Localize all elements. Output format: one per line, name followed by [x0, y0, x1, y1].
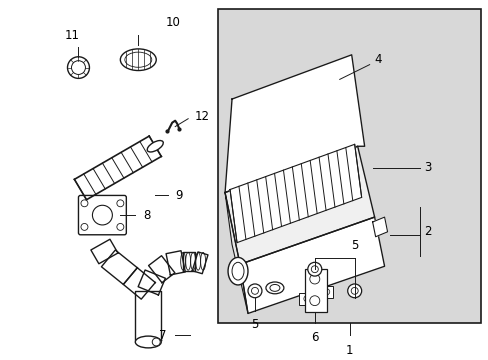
Circle shape: [152, 338, 160, 346]
Ellipse shape: [265, 282, 284, 294]
Text: 12: 12: [195, 110, 210, 123]
Circle shape: [67, 57, 89, 78]
Polygon shape: [138, 270, 165, 295]
Polygon shape: [91, 239, 118, 264]
Ellipse shape: [269, 284, 279, 291]
Ellipse shape: [232, 262, 244, 280]
Polygon shape: [224, 193, 247, 314]
Polygon shape: [372, 217, 387, 237]
Circle shape: [81, 200, 88, 207]
Ellipse shape: [227, 257, 247, 285]
Text: 6: 6: [310, 331, 318, 344]
Ellipse shape: [120, 49, 156, 71]
Polygon shape: [183, 252, 195, 271]
Circle shape: [309, 296, 319, 306]
Circle shape: [71, 61, 85, 75]
Circle shape: [81, 224, 88, 230]
Circle shape: [350, 287, 357, 294]
Text: 2: 2: [424, 225, 431, 238]
Text: 10: 10: [165, 16, 180, 29]
Bar: [318, 286, 332, 298]
Polygon shape: [229, 144, 361, 243]
Text: 9: 9: [175, 189, 183, 202]
Circle shape: [307, 262, 321, 276]
Text: 5: 5: [251, 318, 258, 332]
Polygon shape: [135, 291, 161, 340]
Circle shape: [117, 200, 123, 207]
Ellipse shape: [135, 336, 161, 348]
Text: 7: 7: [159, 329, 166, 342]
Circle shape: [347, 284, 361, 298]
Text: 3: 3: [424, 161, 431, 174]
Text: 5: 5: [350, 239, 358, 252]
Polygon shape: [224, 146, 374, 264]
Polygon shape: [166, 251, 185, 275]
Circle shape: [303, 296, 309, 302]
Circle shape: [323, 289, 329, 295]
Text: 4: 4: [374, 53, 381, 66]
Polygon shape: [74, 136, 161, 200]
Circle shape: [92, 205, 112, 225]
Circle shape: [311, 266, 318, 273]
Polygon shape: [240, 217, 384, 314]
Circle shape: [251, 287, 258, 294]
Text: 11: 11: [64, 28, 80, 42]
Circle shape: [309, 274, 319, 284]
Bar: [304, 269, 326, 312]
Polygon shape: [148, 256, 175, 283]
Ellipse shape: [124, 52, 151, 67]
Polygon shape: [224, 55, 364, 193]
Circle shape: [247, 284, 262, 298]
Bar: [218, 9, 480, 323]
Text: 1: 1: [345, 344, 353, 357]
Circle shape: [117, 224, 123, 230]
Polygon shape: [123, 268, 155, 299]
Bar: [298, 293, 312, 305]
FancyBboxPatch shape: [78, 195, 126, 235]
Polygon shape: [192, 252, 207, 274]
Polygon shape: [101, 250, 137, 284]
Ellipse shape: [147, 140, 163, 152]
Text: 8: 8: [143, 208, 150, 222]
